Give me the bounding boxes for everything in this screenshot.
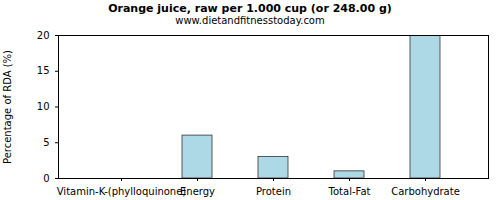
html-text:www.dietandfitnesstoday.com: www.dietandfitnesstoday.com: [175, 15, 325, 26]
svg-text:0: 0: [43, 173, 49, 184]
svg-text:Percentage of RDA (%): Percentage of RDA (%): [2, 50, 13, 164]
svg-text:Carbohydrate: Carbohydrate: [391, 186, 460, 197]
svg-text:Total-Fat: Total-Fat: [328, 186, 371, 197]
svg-text:15: 15: [37, 65, 50, 76]
svg-text:5: 5: [43, 137, 49, 148]
svg-text:Energy: Energy: [180, 186, 215, 197]
html-text:Orange juice, raw per 1.000 cu: Orange juice, raw per 1.000 cup (or 248.…: [108, 2, 392, 15]
svg-text:Vitamin-K-(phylloquinone): Vitamin-K-(phylloquinone): [57, 186, 187, 197]
svg-text:20: 20: [37, 30, 50, 41]
svg-text:Protein: Protein: [256, 186, 291, 197]
svg-text:10: 10: [37, 101, 50, 112]
